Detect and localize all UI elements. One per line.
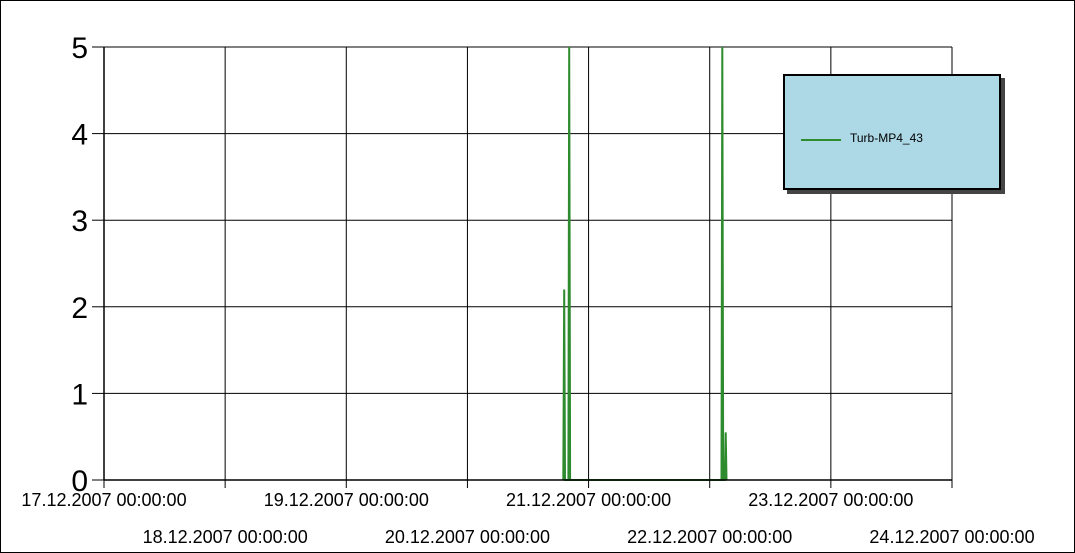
x-tick-label: 21.12.2007 00:00:00: [506, 490, 671, 510]
y-tick-label: 1: [71, 378, 88, 411]
series-layer: [562, 46, 728, 481]
x-tick-label: 20.12.2007 00:00:00: [385, 527, 550, 547]
x-tick-label: 24.12.2007 00:00:00: [869, 527, 1034, 547]
series-line: [562, 46, 728, 481]
y-tick-label: 4: [71, 119, 88, 152]
tick-labels: 0 1 2 3 4 5 17.12.2007 00:00:00 18.12.2007 00:0…: [21, 32, 1034, 547]
x-tick-label: 19.12.2007 00:00:00: [264, 490, 429, 510]
x-tick-label: 22.12.2007 00:00:00: [627, 527, 792, 547]
x-tick-label: 17.12.2007 00:00:00: [21, 490, 186, 510]
x-tick-label: 23.12.2007 00:00:00: [748, 490, 913, 510]
legend-swatch: [801, 139, 841, 141]
y-tick-label: 3: [71, 205, 88, 238]
legend-label: Turb-MP4_43: [850, 131, 923, 145]
y-tick-label: 5: [71, 32, 88, 65]
x-tick-label: 18.12.2007 00:00:00: [143, 527, 308, 547]
axes: [92, 46, 953, 488]
legend: Turb-MP4_43: [783, 74, 1001, 190]
y-tick-label: 2: [71, 292, 88, 325]
y-tick-label: 0: [71, 465, 88, 498]
